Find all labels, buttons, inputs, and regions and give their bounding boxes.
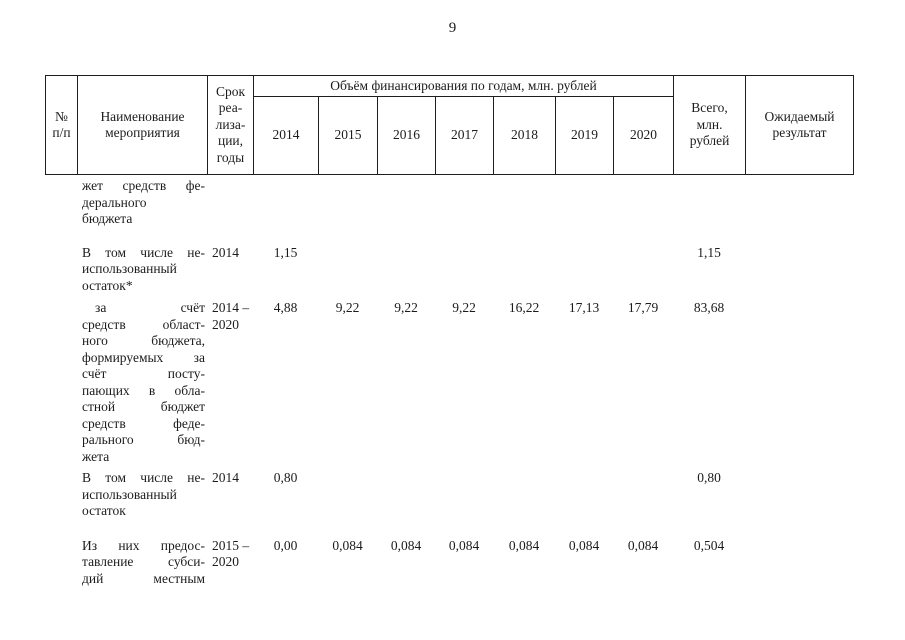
header-col-activity: Наименование мероприятия [77,75,208,175]
activity-cell: жет средств фе-дерального бюджета [77,178,207,228]
value-cell: 0,084 [390,537,422,553]
financing-table-body: жет средств фе-дерального бюджета В том ч… [45,178,853,587]
activity-cell: за счёт средств област-ного бюджета, форми… [77,300,207,465]
activity-cell: В том числе не-использованный остаток* [77,245,207,295]
text-line: ного бюджета, [82,333,205,348]
header-col-year: 2015 [318,96,378,175]
text-line: 2020 [212,316,239,332]
text-line: рублей [689,133,730,149]
text-line: Всего, [691,100,728,116]
text-line: 2014 [212,470,239,485]
text-line: бюджета [82,211,133,226]
text-line: Срок [215,83,246,99]
value-cell: 17,13 [568,300,600,315]
table-row: В том числе не-использованный остаток* 20… [45,245,853,295]
text-line: стной бюджет [82,399,205,414]
header-col-year: 2016 [377,96,436,175]
value-cell: 0,084 [568,537,600,553]
text-line: дерального [82,194,147,210]
activity-cell: В том числе не-использованный остаток [77,470,207,520]
value-cell: 0,084 [508,537,540,553]
header-col-year: 2018 [493,96,556,175]
text-line: 2014 – [212,300,250,315]
header-col-year: 2017 [435,96,494,175]
text-line: ции, [217,133,244,149]
table-row: жет средств фе-дерального бюджета [45,178,853,228]
page-number: 9 [448,20,457,36]
header-col-period: Срок реа-лиза-ции, годы [207,75,254,175]
text-line: 2014 [212,244,239,260]
text-line: В том числе не- [82,244,205,260]
activity-cell: Из них предос-тавление субси-дий местным [77,538,207,588]
text-line: средств област- [82,316,205,332]
text-line: остаток* [82,277,133,293]
value-cell: 9,22 [452,300,476,315]
header-col-number: № п/п [45,75,78,175]
financing-table-header: № п/п Наименование мероприятия Срок реа-л… [45,75,855,175]
value-cell: 0,084 [627,537,659,553]
header-col-year: 2020 [612,96,675,175]
value-cell: 9,22 [335,300,360,315]
text-line: млн. [696,116,723,132]
text-line: реа- [218,100,243,116]
value-cell: 0,80 [273,470,298,485]
text-line: формируемых за [82,349,205,365]
value-cell: 0,504 [693,537,725,553]
value-cell: 0,80 [697,470,721,485]
text-line: пающих в обла- [82,382,205,398]
period-cell: 2015 –2020 [207,538,253,571]
value-cell: 4,88 [273,300,298,315]
value-cell: 16,22 [508,300,540,315]
text-line: средств феде- [82,415,205,431]
text-line: за счёт [95,300,205,315]
text-line: дий местным [82,570,205,586]
value-cell: 0,084 [332,537,363,553]
text-line: лиза- [215,116,246,132]
header-col-year: 2019 [555,96,614,175]
text-line: использованный [82,486,177,502]
table-row: Из них предос-тавление субси-дий местным… [45,538,853,588]
text-line: Из них предос- [82,537,205,553]
text-line: В том числе не- [82,470,205,485]
text-line: остаток [82,503,126,518]
text-line: использованный [82,261,177,276]
financing-table: № п/п Наименование мероприятия Срок реа-л… [45,75,855,587]
period-cell: 2014 [207,245,253,262]
text-line: годы [216,149,245,165]
value-cell: 0,00 [273,537,298,553]
text-line: жет средств фе- [82,178,205,193]
header-col-total: Всего, млн. рублей [673,75,747,175]
value-cell: 17,79 [627,300,659,315]
value-cell: 83,68 [693,300,725,315]
text-line: 2020 [212,554,239,569]
table-row: за счёт средств област-ного бюджета, форми… [45,300,853,465]
header-col-result: Ожидаемый результат [745,75,855,175]
text-line: счёт посту- [82,366,205,381]
value-cell: 9,22 [394,300,418,315]
header-col-year: 2014 [253,96,319,175]
period-cell: 2014 –2020 [207,300,253,333]
value-cell: 1,15 [273,244,298,260]
value-cell: 1,15 [697,244,721,260]
text-line: жета [82,448,110,464]
text-line: 2015 – [212,537,250,553]
text-line: рального бюд- [82,432,205,447]
value-cell: 0,084 [448,537,480,553]
table-row: В том числе не-использованный остаток 201… [45,470,853,520]
header-group-financing: Объём финансирования по годам, млн. рубл… [252,75,675,97]
period-cell: 2014 [207,470,253,487]
text-line: тавление субси- [82,554,205,569]
